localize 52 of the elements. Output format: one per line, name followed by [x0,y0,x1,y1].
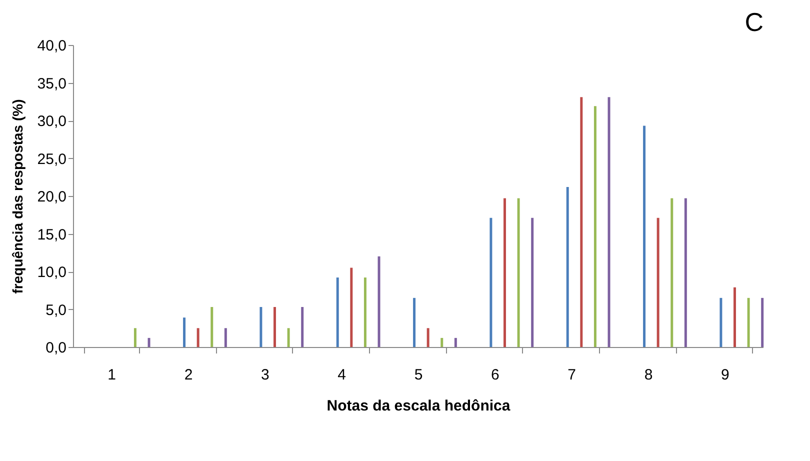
bar [761,298,764,347]
bar [274,306,276,347]
bar [720,298,722,347]
bar [364,278,366,347]
bar [287,328,290,347]
bar [580,97,583,347]
bar [594,106,596,347]
bar [196,328,200,347]
bar [670,198,674,347]
y-axis-title: frequência das respostas (%) [9,99,26,294]
y-tick-label: 10,0 [37,264,66,281]
x-tick-label: 6 [490,366,500,384]
y-tick-label: 25,0 [37,150,66,168]
bar [531,218,534,347]
x-axis-title: Notas da escala hedônica [326,398,511,414]
x-tick-label: 7 [568,366,576,384]
bar [183,318,186,347]
bar [224,328,227,347]
y-tick-label: 0,0 [46,340,66,356]
y-tick-label: 20,0 [37,188,66,206]
bar [426,328,430,347]
bar [454,338,457,347]
bar [656,218,660,347]
bar [413,298,416,347]
bar [490,218,492,347]
bar [504,198,506,347]
bar [134,328,136,347]
bar [684,198,687,347]
bar [517,198,520,347]
bar [260,306,262,347]
x-tick-label: 9 [720,366,730,384]
x-tick-label: 4 [338,366,346,384]
y-tick-label: 35,0 [37,75,66,92]
bar [566,186,569,347]
y-tick-label: 40,0 [37,38,66,54]
x-tick-label: 3 [260,366,270,384]
x-tick-label: 2 [184,366,193,384]
bar [747,298,750,347]
y-tick-label: 30,0 [37,113,66,130]
y-tick-label: 15,0 [37,226,66,244]
bar [734,287,736,347]
x-tick-label: 8 [644,366,653,384]
bar [350,268,353,347]
y-tick-label: 5,0 [46,302,66,319]
bar [336,278,339,347]
bar [643,126,646,347]
bar [301,306,304,347]
x-tick-label: 5 [414,366,423,384]
x-tick-label: 1 [108,366,116,384]
bar [210,306,214,347]
chart-title: C [744,7,764,37]
bar [440,338,444,347]
